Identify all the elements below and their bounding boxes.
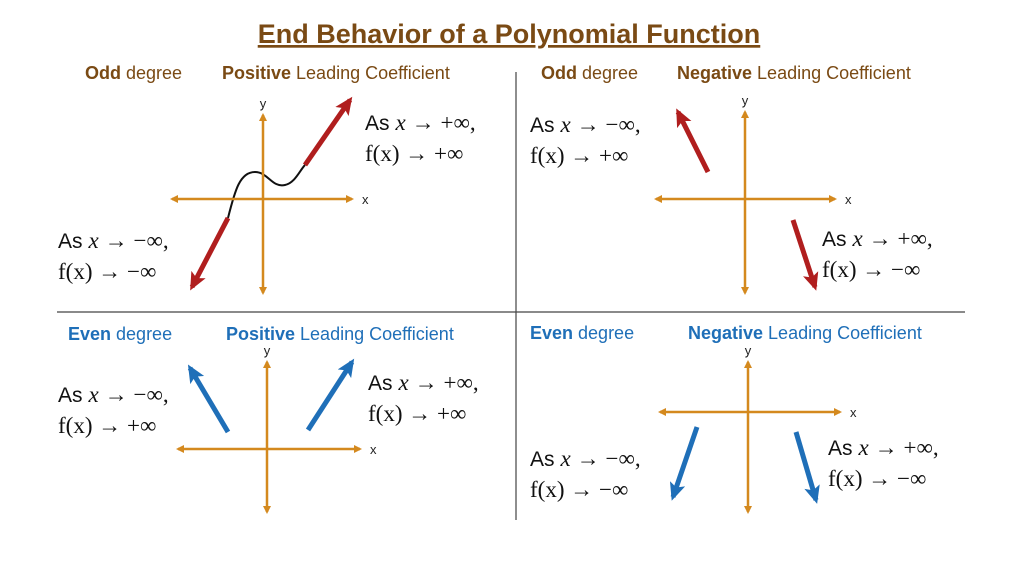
as-word: As bbox=[828, 437, 853, 460]
label-rest: Leading Coefficient bbox=[768, 323, 922, 343]
arrow bbox=[793, 431, 820, 504]
arrow bbox=[790, 219, 819, 291]
limit: → −∞, bbox=[577, 112, 641, 137]
degree-label: Even degree bbox=[530, 323, 634, 343]
x-axis-label: x bbox=[362, 192, 369, 207]
limit: → −∞, bbox=[105, 382, 169, 407]
limit: → −∞, bbox=[105, 228, 169, 253]
limit: → +∞, bbox=[412, 110, 476, 135]
degree-label: Odd degree bbox=[85, 63, 182, 83]
end-result: f(x) → −∞ bbox=[828, 466, 926, 491]
y-axis-label: y bbox=[260, 96, 267, 111]
arrow bbox=[187, 364, 231, 434]
coefficient-label: Positive Leading Coefficient bbox=[226, 324, 454, 344]
coefficient-label: Negative Leading Coefficient bbox=[688, 323, 922, 343]
arrow bbox=[189, 216, 231, 291]
as-word: As bbox=[365, 112, 390, 135]
end-condition: As x → −∞, bbox=[530, 112, 641, 137]
coefficient-label: Positive Leading Coefficient bbox=[222, 63, 450, 83]
as-word: As bbox=[58, 230, 83, 253]
end-result: f(x) → −∞ bbox=[58, 259, 156, 284]
end-result: f(x) → +∞ bbox=[58, 413, 156, 438]
arrow bbox=[675, 108, 711, 174]
as-word: As bbox=[58, 384, 83, 407]
variable: x bbox=[395, 110, 407, 135]
label-rest: degree bbox=[126, 63, 182, 83]
variable: x bbox=[560, 446, 572, 471]
coefficient-label: Negative Leading Coefficient bbox=[677, 63, 911, 83]
x-axis-label: x bbox=[850, 405, 857, 420]
arrow bbox=[669, 426, 700, 501]
label-rest: Leading Coefficient bbox=[300, 324, 454, 344]
as-word: As bbox=[530, 114, 555, 137]
label-rest: Leading Coefficient bbox=[757, 63, 911, 83]
variable: x bbox=[88, 382, 100, 407]
end-result: f(x) → −∞ bbox=[530, 477, 628, 502]
curve bbox=[227, 164, 306, 219]
label-rest: Leading Coefficient bbox=[296, 63, 450, 83]
end-condition: As x → −∞, bbox=[58, 228, 169, 253]
degree-label: Odd degree bbox=[541, 63, 638, 83]
end-result: f(x) → −∞ bbox=[822, 257, 920, 282]
bold-word: Negative bbox=[688, 323, 763, 343]
x-axis-label: x bbox=[370, 442, 377, 457]
end-condition: As x → +∞, bbox=[822, 226, 933, 251]
x-axis-label: x bbox=[845, 192, 852, 207]
y-axis-label: y bbox=[745, 343, 752, 358]
arrow bbox=[302, 96, 353, 167]
limit: → −∞, bbox=[577, 446, 641, 471]
arrow bbox=[305, 358, 355, 432]
as-word: As bbox=[530, 448, 555, 471]
bold-word: Even bbox=[530, 323, 573, 343]
end-result: f(x) → +∞ bbox=[365, 141, 463, 166]
as-word: As bbox=[822, 228, 847, 251]
end-result: f(x) → +∞ bbox=[368, 401, 466, 426]
end-condition: As x → +∞, bbox=[828, 435, 939, 460]
label-rest: degree bbox=[116, 324, 172, 344]
variable: x bbox=[852, 226, 864, 251]
bold-word: Positive bbox=[226, 324, 295, 344]
label-rest: degree bbox=[582, 63, 638, 83]
end-condition: As x → −∞, bbox=[58, 382, 169, 407]
bold-word: Negative bbox=[677, 63, 752, 83]
end-result: f(x) → +∞ bbox=[530, 143, 628, 168]
bold-word: Positive bbox=[222, 63, 291, 83]
variable: x bbox=[398, 370, 410, 395]
y-axis-label: y bbox=[264, 343, 271, 358]
limit: → +∞, bbox=[875, 435, 939, 460]
variable: x bbox=[88, 228, 100, 253]
variable: x bbox=[560, 112, 572, 137]
limit: → +∞, bbox=[415, 370, 479, 395]
end-condition: As x → −∞, bbox=[530, 446, 641, 471]
arrows bbox=[187, 96, 820, 504]
title: End Behavior of a Polynomial Function bbox=[258, 19, 761, 49]
limit: → +∞, bbox=[869, 226, 933, 251]
degree-label: Even degree bbox=[68, 324, 172, 344]
bold-word: Odd bbox=[85, 63, 121, 83]
as-word: As bbox=[368, 372, 393, 395]
end-condition: As x → +∞, bbox=[368, 370, 479, 395]
end-condition: As x → +∞, bbox=[365, 110, 476, 135]
bold-word: Odd bbox=[541, 63, 577, 83]
variable: x bbox=[858, 435, 870, 460]
bold-word: Even bbox=[68, 324, 111, 344]
y-axis-label: y bbox=[742, 93, 749, 108]
label-rest: degree bbox=[578, 323, 634, 343]
